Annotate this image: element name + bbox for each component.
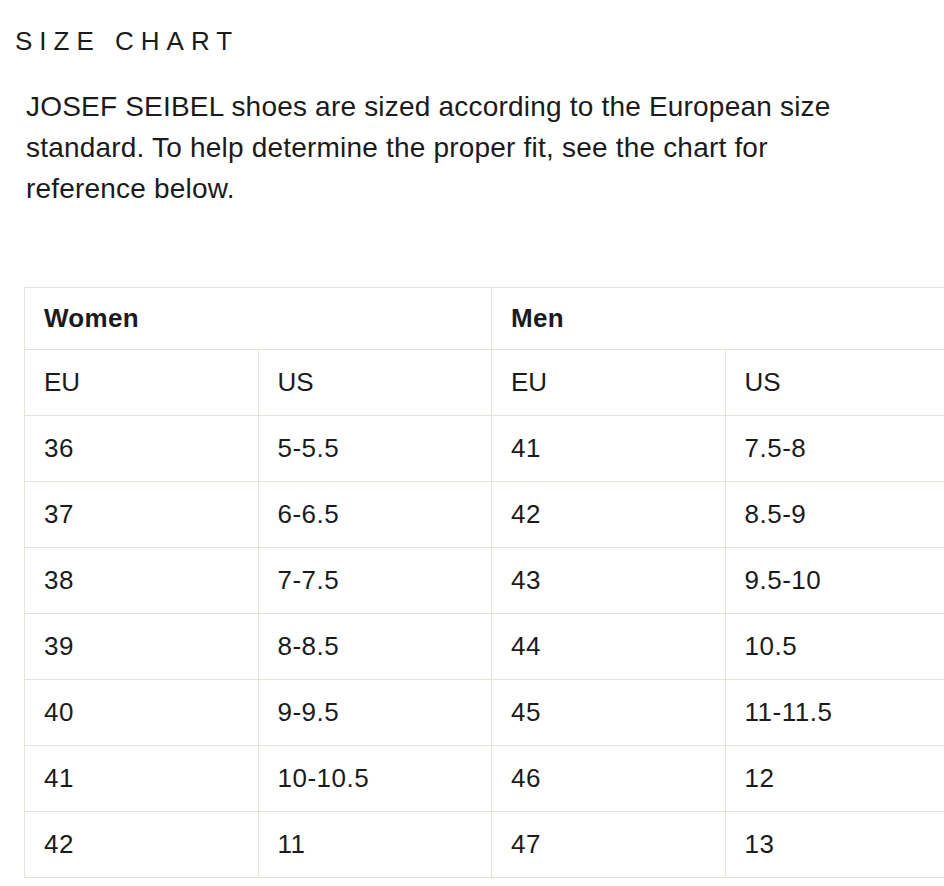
table-cell: 40 xyxy=(25,680,259,746)
table-row: 37 6-6.5 42 8.5-9 xyxy=(25,482,944,548)
table-row: 42 11 47 13 xyxy=(25,812,944,878)
table-cell: 8.5-9 xyxy=(725,482,944,548)
table-cell: 41 xyxy=(492,416,726,482)
table-cell: 7.5-8 xyxy=(725,416,944,482)
table-cell: 7-7.5 xyxy=(258,548,492,614)
column-header-women-eu: EU xyxy=(25,350,259,416)
page-title: SIZE CHART xyxy=(15,26,239,57)
table-cell: 44 xyxy=(492,614,726,680)
size-chart-page: SIZE CHART JOSEF SEIBEL shoes are sized … xyxy=(0,0,944,886)
size-chart-table: Women Men EU US EU US 36 5-5.5 41 7.5-8 … xyxy=(24,287,944,878)
table-cell: 6-6.5 xyxy=(258,482,492,548)
table-cell: 9-9.5 xyxy=(258,680,492,746)
table-cell: 5-5.5 xyxy=(258,416,492,482)
table-cell: 39 xyxy=(25,614,259,680)
column-header-row: EU US EU US xyxy=(25,350,944,416)
table-row: 41 10-10.5 46 12 xyxy=(25,746,944,812)
table-cell: 12 xyxy=(725,746,944,812)
table-cell: 11 xyxy=(258,812,492,878)
intro-text: JOSEF SEIBEL shoes are sized according t… xyxy=(26,86,938,209)
table-cell: 38 xyxy=(25,548,259,614)
column-header-men-us: US xyxy=(725,350,944,416)
table-cell: 46 xyxy=(492,746,726,812)
column-header-men-eu: EU xyxy=(492,350,726,416)
table-cell: 36 xyxy=(25,416,259,482)
table-cell: 45 xyxy=(492,680,726,746)
table-cell: 10-10.5 xyxy=(258,746,492,812)
table-cell: 42 xyxy=(492,482,726,548)
table-row: 38 7-7.5 43 9.5-10 xyxy=(25,548,944,614)
group-header-men: Men xyxy=(492,288,944,350)
table-row: 40 9-9.5 45 11-11.5 xyxy=(25,680,944,746)
table-row: 39 8-8.5 44 10.5 xyxy=(25,614,944,680)
table-cell: 42 xyxy=(25,812,259,878)
group-header-women: Women xyxy=(25,288,492,350)
table-cell: 8-8.5 xyxy=(258,614,492,680)
table-cell: 37 xyxy=(25,482,259,548)
column-header-women-us: US xyxy=(258,350,492,416)
table-cell: 11-11.5 xyxy=(725,680,944,746)
table-cell: 43 xyxy=(492,548,726,614)
table-cell: 10.5 xyxy=(725,614,944,680)
table-cell: 13 xyxy=(725,812,944,878)
table-cell: 41 xyxy=(25,746,259,812)
table-cell: 9.5-10 xyxy=(725,548,944,614)
table-row: 36 5-5.5 41 7.5-8 xyxy=(25,416,944,482)
table-cell: 47 xyxy=(492,812,726,878)
group-header-row: Women Men xyxy=(25,288,944,350)
